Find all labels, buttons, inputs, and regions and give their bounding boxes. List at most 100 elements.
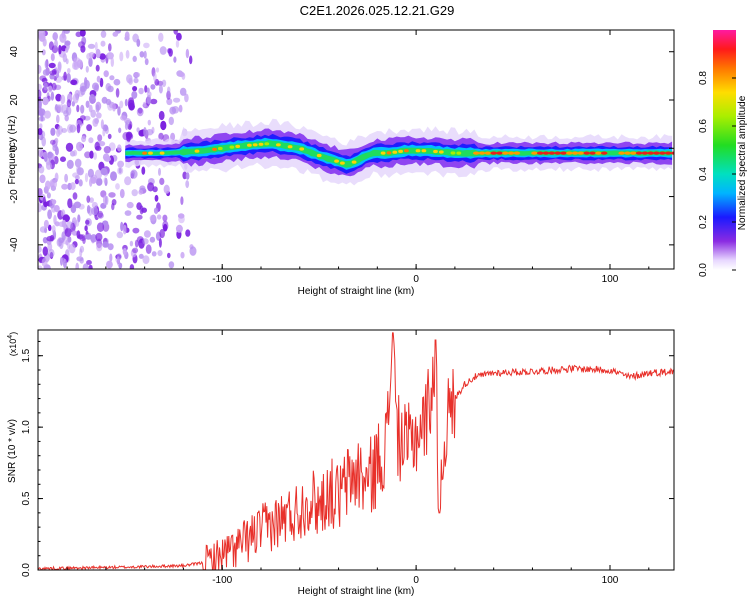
spectrogram-peak: [473, 151, 480, 155]
spectrogram-noise-blob: [88, 137, 94, 144]
spectrogram-noise-blob: [38, 265, 43, 269]
spectrogram-noise-blob: [89, 197, 94, 203]
spectrogram-noise-blob: [138, 253, 144, 259]
spectrogram-noise-blob: [92, 82, 99, 91]
spectrogram-peak: [496, 151, 503, 155]
spectrogram-peak: [398, 149, 403, 153]
spectrogram-noise-blob: [46, 235, 54, 242]
spectrogram-peak: [571, 151, 579, 155]
spectrogram-noise-blob: [176, 32, 182, 41]
colorbar-tick-label: 0.0: [698, 263, 709, 277]
y-tick-label: 40: [9, 46, 20, 58]
x-tick-label: 0: [413, 274, 419, 285]
spectrogram-noise-blob: [106, 260, 113, 269]
spectrogram-noise-blob: [52, 32, 58, 41]
spectrogram-noise-blob: [38, 30, 46, 39]
y-tick-label: 1.0: [21, 420, 32, 434]
spectrogram-noise-blob: [80, 115, 86, 121]
spectrogram-noise-blob: [50, 91, 55, 101]
spectrogram-noise-blob: [65, 58, 69, 65]
spectrogram-peak: [217, 146, 223, 151]
spectrogram-noise-blob: [95, 48, 101, 59]
spectrogram-noise-blob: [95, 64, 100, 72]
spectrogram-noise-blob: [60, 94, 66, 105]
colorbar-tick-label: 0.8: [698, 71, 709, 85]
y-tick-label: 0: [9, 145, 20, 151]
spectrogram-peak: [450, 151, 456, 155]
spectrogram-noise-blob: [142, 101, 147, 108]
spectrogram-noise-blob: [79, 257, 84, 264]
spectrogram-noise-blob: [68, 243, 76, 254]
spectrogram-noise-blob: [65, 221, 73, 230]
spectrogram-noise-blob: [91, 207, 99, 216]
spectrogram-peak: [421, 149, 427, 153]
spectrogram-noise-blob: [38, 83, 42, 91]
spectrogram-noise-blob: [143, 126, 147, 137]
spectrogram-noise-blob: [122, 247, 127, 256]
spectrogram-noise-blob: [84, 234, 93, 240]
spectrogram-peak: [316, 153, 322, 158]
spectrogram-peak: [624, 151, 631, 155]
spectrogram-noise-blob: [113, 78, 121, 86]
spectrogram-noise-blob: [171, 106, 180, 114]
spectrogram-peak: [507, 151, 515, 155]
spectrogram-noise-blob: [46, 192, 51, 199]
spectrogram-noise-blob: [57, 125, 63, 135]
spectrogram-noise-blob: [155, 67, 160, 73]
spectrogram-noise-blob: [143, 50, 147, 59]
spectrogram-noise-blob: [54, 39, 58, 48]
spectrogram-noise-blob: [56, 114, 60, 124]
spectrogram-noise-blob: [51, 199, 57, 205]
spectrogram-noise-blob: [47, 209, 52, 220]
spectrogram-noise-blob: [61, 128, 68, 133]
spectrogram-noise-blob: [100, 119, 104, 130]
spectrogram-noise-blob: [76, 104, 80, 113]
spectrogram-noise-blob: [90, 176, 97, 184]
spectrogram-noise-blob: [87, 43, 96, 49]
spectrogram-noise-blob: [129, 264, 135, 269]
spectrogram-noise-blob: [84, 79, 90, 89]
spectrogram-noise-blob: [189, 55, 193, 65]
spectrogram-noise-blob: [44, 110, 51, 119]
spectrogram-noise-blob: [76, 165, 81, 174]
spectrogram-noise-blob: [66, 159, 74, 169]
spectrogram-peak: [258, 142, 264, 146]
spectrogram-noise-blob: [119, 51, 124, 62]
spectrogram-noise-blob: [175, 40, 180, 48]
spectrogram-noise-blob: [147, 119, 151, 126]
spectrogram-noise-blob: [105, 98, 112, 106]
spectrogram-noise-blob: [66, 73, 71, 83]
spectrogram-noise-blob: [42, 96, 49, 106]
spectrogram-noise-blob: [54, 172, 59, 182]
spectrogram-noise-blob: [151, 251, 157, 257]
spectrogram-peak: [276, 143, 281, 147]
spectrogram-noise-blob: [78, 41, 86, 48]
spectrogram-noise-blob: [70, 204, 77, 214]
spectrogram-peak: [537, 151, 544, 155]
spectrogram-noise-blob: [136, 38, 141, 48]
spectrogram-noise-blob: [60, 257, 66, 264]
x-tick-label: -100: [212, 274, 232, 285]
spectrogram-noise-blob: [163, 184, 170, 194]
spectrogram-peak: [456, 151, 462, 155]
spectrogram-noise-blob: [102, 220, 109, 226]
spectrogram-noise-blob: [100, 167, 108, 176]
spectrogram-noise-blob: [134, 239, 139, 248]
spectrogram-noise-blob: [81, 135, 87, 143]
spectrogram-noise-blob: [185, 48, 190, 59]
spectrogram-noise-blob: [180, 251, 185, 259]
spectrogram-noise-blob: [67, 68, 71, 74]
spectrogram-noise-blob: [149, 214, 157, 222]
x-tick-label: 100: [602, 575, 619, 586]
spectrogram-noise-blob: [170, 132, 176, 141]
spectrogram-noise-blob: [96, 243, 103, 252]
spectrogram-peak: [142, 151, 148, 155]
spectrogram-noise-blob: [59, 240, 64, 250]
spectrogram-noise-blob: [104, 195, 109, 206]
spectrogram-noise-blob: [38, 128, 43, 136]
spectrogram-noise-blob: [115, 88, 120, 98]
spectrogram-noise-blob: [38, 165, 45, 174]
spectrogram-axes: -100 0 100 -40 -20 0 20 40: [9, 30, 674, 285]
spectrogram-noise-blob: [173, 56, 177, 63]
